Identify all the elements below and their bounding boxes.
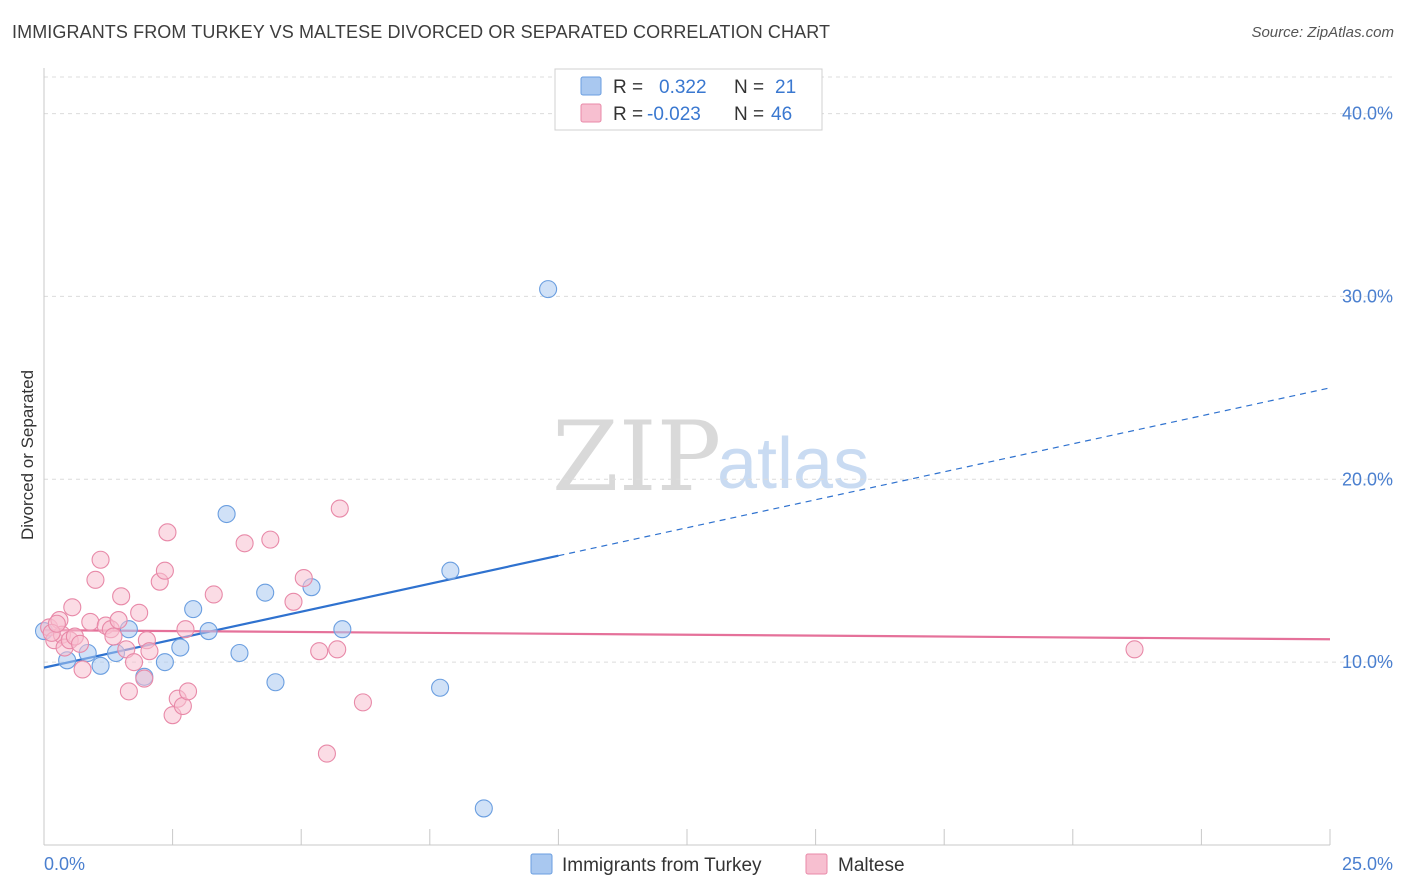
point-maltese xyxy=(119,682,138,701)
point-turkey xyxy=(441,561,460,580)
point-turkey xyxy=(266,673,285,692)
point-maltese xyxy=(124,653,144,672)
point-turkey xyxy=(431,678,450,697)
legend-r-label-maltese: R = xyxy=(613,104,643,125)
point-maltese xyxy=(91,550,110,569)
legend-r-value-turkey: 0.322 xyxy=(659,77,707,98)
point-turkey xyxy=(217,504,236,524)
y-tick-label: 20.0% xyxy=(1342,469,1393,489)
legend-bottom-label-maltese: Maltese xyxy=(838,855,905,876)
point-maltese xyxy=(328,640,347,659)
point-maltese xyxy=(284,592,303,611)
x-tick-label-max: 25.0% xyxy=(1342,854,1393,874)
point-turkey xyxy=(91,656,110,675)
point-maltese xyxy=(294,568,313,588)
legend-n-value-turkey: 21 xyxy=(775,77,796,98)
point-maltese xyxy=(1125,640,1144,659)
point-maltese xyxy=(140,642,159,661)
point-maltese xyxy=(81,612,100,631)
point-maltese xyxy=(330,499,349,518)
point-turkey xyxy=(155,653,174,672)
point-maltese xyxy=(178,682,198,701)
legend-n-label-maltese: N = xyxy=(734,104,764,125)
point-turkey xyxy=(171,638,190,657)
point-turkey xyxy=(199,622,218,641)
point-maltese xyxy=(158,523,177,542)
point-maltese xyxy=(86,570,105,589)
point-maltese xyxy=(130,603,149,622)
legend-n-value-maltese: 46 xyxy=(771,104,792,125)
point-maltese xyxy=(353,693,372,712)
source-credit: Source: ZipAtlas.com xyxy=(1251,24,1394,41)
point-maltese xyxy=(204,585,223,604)
point-maltese xyxy=(73,660,92,679)
y-tick-label: 40.0% xyxy=(1342,104,1393,124)
legend-bottom-swatch-turkey xyxy=(530,853,553,875)
data-points xyxy=(34,280,1144,818)
y-tick-label: 30.0% xyxy=(1342,286,1393,306)
point-maltese xyxy=(155,561,174,580)
point-turkey xyxy=(184,600,203,619)
watermark-atlas: atlas xyxy=(717,424,869,504)
point-maltese xyxy=(235,534,254,553)
point-maltese xyxy=(135,669,154,688)
legend-bottom: Immigrants from Turkey Maltese xyxy=(530,853,905,876)
legend-bottom-swatch-maltese xyxy=(805,853,828,875)
point-maltese xyxy=(104,627,123,646)
point-maltese xyxy=(310,642,329,661)
point-maltese xyxy=(47,614,66,633)
point-maltese xyxy=(317,744,336,763)
axes: 10.0% 20.0% 30.0% 40.0% 0.0% 25.0% xyxy=(43,68,1393,874)
legend-n-label-turkey: N = xyxy=(734,77,764,98)
point-maltese xyxy=(63,598,82,617)
chart-title: IMMIGRANTS FROM TURKEY VS MALTESE DIVORC… xyxy=(12,22,831,42)
point-turkey xyxy=(333,620,352,639)
legend-r-label-turkey: R = xyxy=(613,77,643,98)
y-tick-label: 10.0% xyxy=(1342,652,1393,672)
y-axis-label: Divorced or Separated xyxy=(18,370,37,540)
point-maltese xyxy=(109,611,128,630)
legend-top: R = 0.322 N = 21 R = -0.023 N = 46 xyxy=(554,68,823,131)
trend-line-maltese xyxy=(43,629,1331,641)
point-turkey xyxy=(474,799,493,818)
watermark: ZIP atlas xyxy=(552,401,869,513)
point-maltese xyxy=(176,620,195,639)
legend-r-value-maltese: -0.023 xyxy=(647,104,701,125)
point-turkey xyxy=(230,643,249,663)
legend-swatch-turkey xyxy=(580,76,602,96)
point-turkey xyxy=(256,583,275,602)
legend-swatch-maltese xyxy=(580,103,602,123)
gridlines xyxy=(44,76,1392,663)
watermark-zip: ZIP xyxy=(552,401,721,513)
point-maltese xyxy=(70,634,90,653)
point-turkey xyxy=(539,280,558,299)
legend-bottom-label-turkey: Immigrants from Turkey xyxy=(562,855,762,876)
point-maltese xyxy=(261,530,280,549)
x-tick-label-min: 0.0% xyxy=(44,854,85,874)
point-maltese xyxy=(112,587,131,606)
